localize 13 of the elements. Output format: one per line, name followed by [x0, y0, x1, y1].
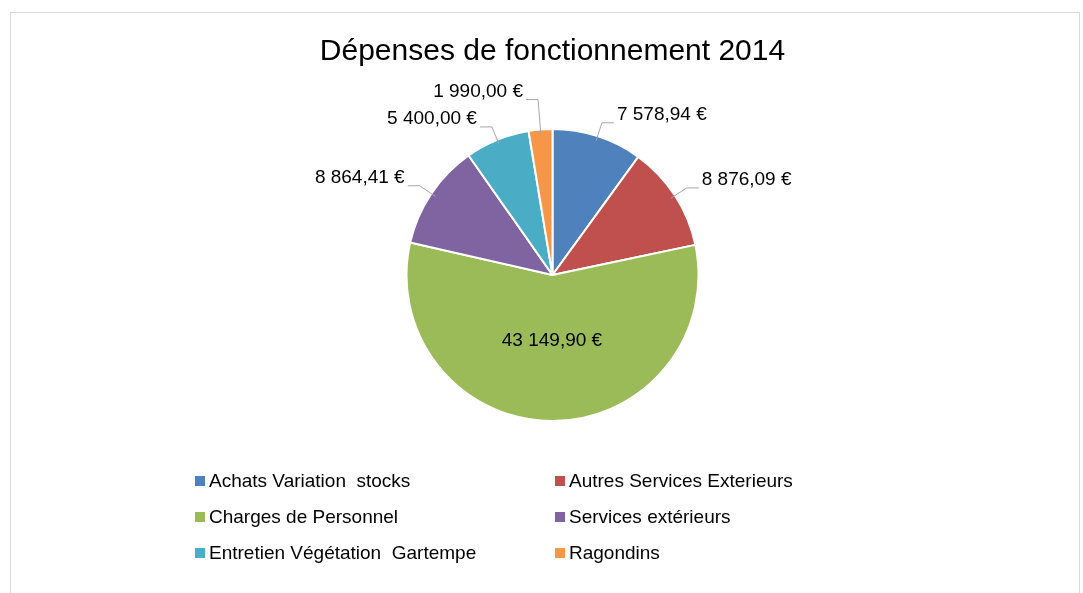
- data-label: 7 578,94 €: [616, 103, 708, 125]
- data-label: 8 876,09 €: [701, 168, 792, 190]
- data-label: 1 990,00 €: [433, 79, 524, 101]
- legend-label: Charges de Personnel: [209, 506, 399, 528]
- data-label: 8 864,41 €: [314, 166, 406, 187]
- legend-label: Entretien Végétation Gartempe: [209, 542, 477, 564]
- chart-title: Dépenses de fonctionnement 2014: [319, 33, 786, 67]
- data-label: 5 400,00 €: [387, 107, 478, 129]
- data-label: 43 149,90 €: [501, 328, 603, 350]
- legend-label: Ragondins: [569, 542, 660, 564]
- legend-label: Autres Services Exterieurs: [569, 470, 793, 492]
- legend-label: Services extérieurs: [569, 506, 731, 528]
- legend-label: Achats Variation stocks: [209, 470, 411, 492]
